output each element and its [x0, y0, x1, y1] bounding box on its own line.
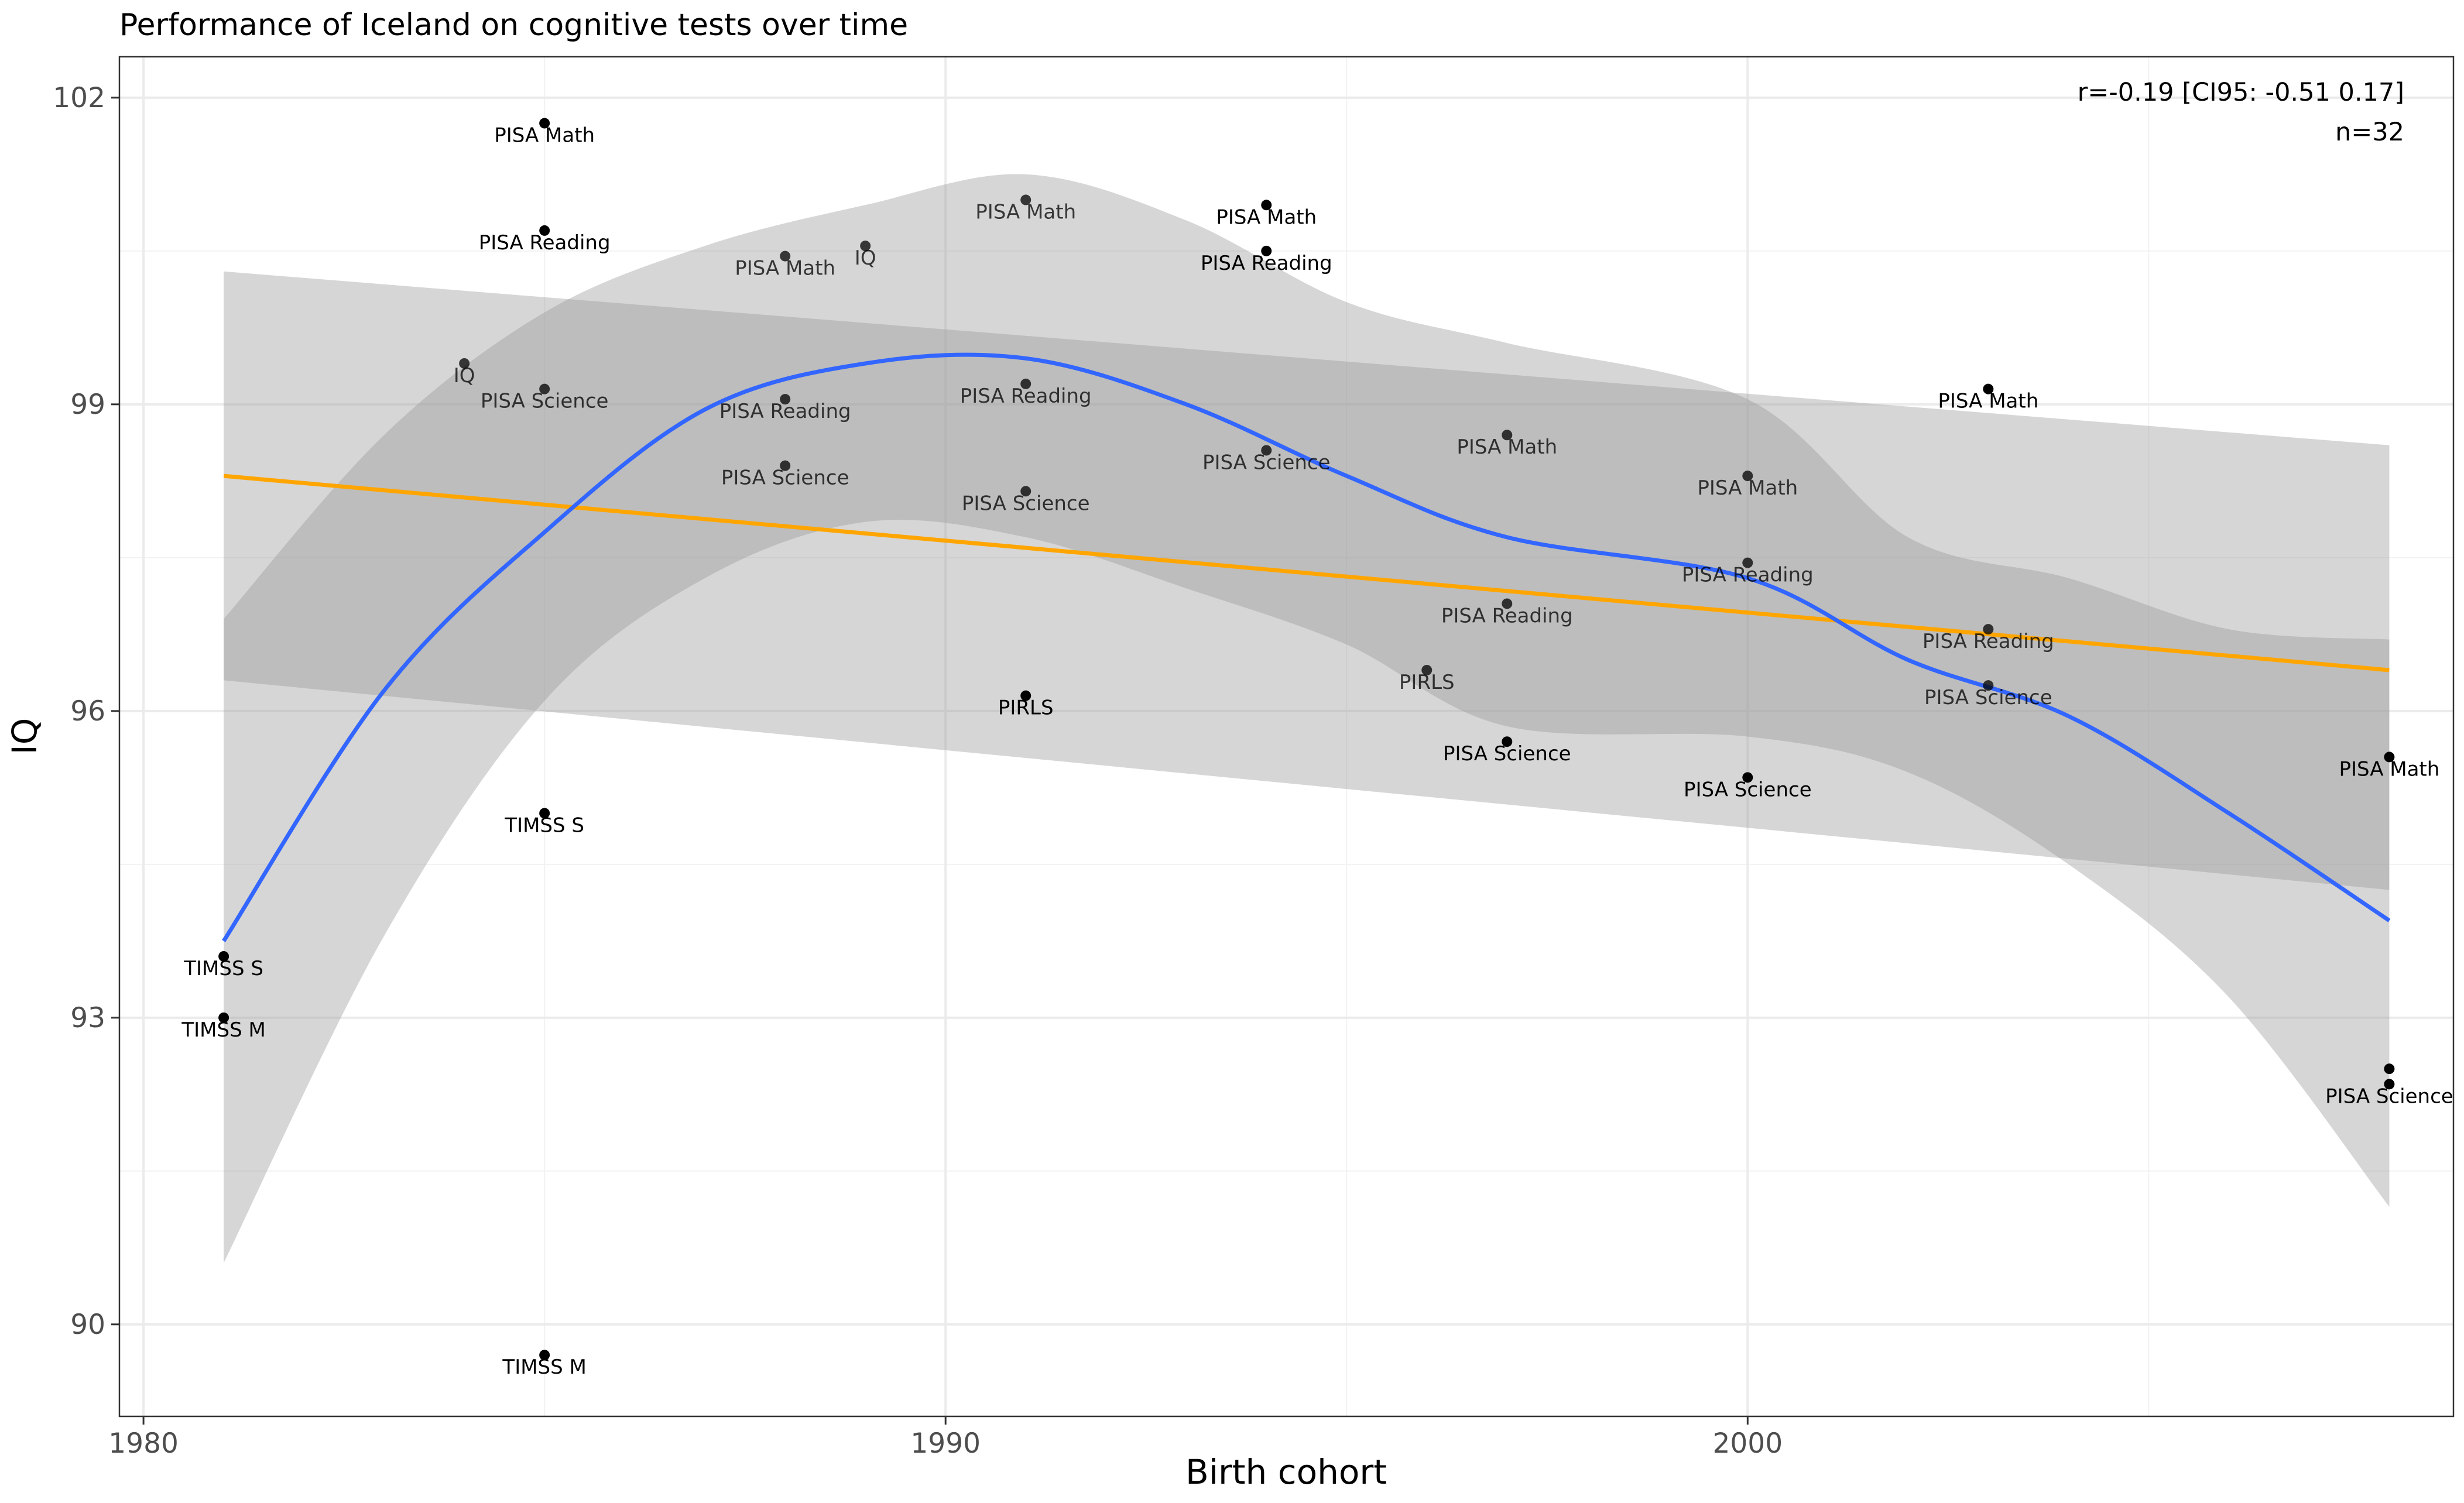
point-label-4: PISA Reading — [479, 231, 611, 255]
y-tick-label-0: 90 — [70, 1309, 105, 1341]
data-point-14 — [1020, 486, 1031, 497]
point-label-17: PISA Reading — [1201, 252, 1332, 275]
point-label-22: PISA Science — [1443, 742, 1571, 766]
correlation-annotation: r=-0.19 [CI95: -0.51 0.17] — [2078, 78, 2404, 107]
data-point-4 — [539, 225, 550, 236]
point-label-0: TIMSS S — [183, 957, 263, 980]
point-label-24: PISA Reading — [1682, 564, 1814, 587]
point-label-20: PISA Math — [1457, 435, 1557, 459]
data-point-12 — [1020, 194, 1031, 205]
data-point-11 — [860, 241, 871, 252]
y-tick-label-1: 93 — [70, 1002, 105, 1034]
data-point-2 — [459, 358, 470, 369]
point-labels: TIMSS S TIMSS M IQ PISA Math PISA Reading PIS… — [181, 124, 2453, 1380]
data-point-7 — [539, 1350, 550, 1361]
data-points — [218, 118, 2395, 1361]
y-tick-label-3: 99 — [70, 389, 105, 421]
data-point-22 — [1502, 736, 1513, 747]
x-tick-label-2: 2000 — [1712, 1427, 1783, 1460]
y-axis-ticks: 90 93 96 99 102 — [53, 82, 119, 1341]
x-axis-title: Birth cohort — [1185, 1452, 1387, 1492]
point-label-5: PISA Science — [481, 390, 609, 413]
data-point-13 — [1020, 378, 1031, 389]
point-label-6: TIMSS S — [504, 814, 584, 837]
point-label-13: PISA Reading — [960, 385, 1092, 408]
y-tick-label-2: 96 — [70, 695, 105, 728]
chart-title: Performance of Iceland on cognitive test… — [119, 8, 908, 43]
data-point-18 — [1261, 445, 1272, 456]
data-point-23 — [1742, 471, 1753, 482]
grid-minor — [119, 57, 2453, 1416]
data-point-6 — [539, 808, 550, 819]
data-point-16 — [1261, 200, 1272, 211]
data-point-9 — [780, 394, 791, 405]
x-tick-label-0: 1980 — [108, 1427, 179, 1460]
point-label-29: PISA Math — [2339, 757, 2439, 781]
ci-band-linear — [224, 271, 2390, 890]
grid-major — [119, 57, 2453, 1416]
point-label-8: PISA Math — [735, 257, 835, 280]
data-point-15 — [1020, 690, 1031, 701]
point-label-26: PISA Math — [1938, 390, 2038, 413]
trend-line-loess — [222, 352, 2391, 942]
point-label-25: PISA Science — [1684, 778, 1812, 801]
point-label-11: IQ — [855, 246, 876, 270]
point-label-23: PISA Math — [1697, 476, 1798, 500]
point-label-15: PIRLS — [998, 696, 1054, 720]
y-axis-title: IQ — [5, 718, 44, 755]
plot-panel-border — [118, 56, 2455, 1418]
data-point-19 — [1421, 664, 1433, 675]
data-point-3 — [539, 118, 550, 129]
n-annotation: n=32 — [2335, 118, 2404, 147]
point-label-9: PISA Reading — [719, 400, 851, 423]
data-point-28 — [1983, 680, 1994, 691]
point-label-12: PISA Math — [975, 201, 1076, 224]
point-label-2: IQ — [454, 364, 475, 387]
plot-panel — [119, 57, 2453, 1416]
data-point-24 — [1742, 557, 1753, 568]
point-label-1: TIMSS M — [181, 1018, 265, 1042]
data-point-21 — [1502, 598, 1513, 609]
x-tick-label-1: 1990 — [910, 1427, 981, 1460]
point-label-21: PISA Reading — [1441, 604, 1573, 627]
point-label-16: PISA Math — [1216, 205, 1317, 229]
confidence-bands — [224, 174, 2390, 1263]
point-label-3: PISA Math — [494, 124, 595, 147]
point-label-31: PISA Science — [2325, 1085, 2453, 1108]
trend-line-linear — [223, 473, 2390, 672]
data-point-0 — [218, 951, 229, 962]
data-point-27 — [1983, 624, 1994, 635]
point-label-27: PISA Reading — [1922, 630, 2054, 653]
data-point-5 — [539, 383, 550, 394]
data-point-10 — [780, 460, 791, 471]
data-point-26 — [1983, 383, 1994, 394]
y-tick-label-4: 102 — [53, 82, 105, 114]
x-axis-ticks: 1980 1990 2000 — [108, 1416, 1783, 1460]
trend-lines — [222, 352, 2391, 942]
data-point-17 — [1261, 245, 1272, 256]
data-point-20 — [1502, 430, 1513, 441]
data-point-25 — [1742, 772, 1753, 783]
point-label-14: PISA Science — [962, 492, 1090, 515]
data-point-29 — [2384, 752, 2395, 763]
data-point-8 — [780, 250, 791, 262]
point-label-7: TIMSS M — [502, 1356, 586, 1379]
ci-band-loess — [224, 174, 2390, 1263]
point-label-19: PIRLS — [1399, 671, 1455, 694]
data-point-1 — [218, 1012, 229, 1023]
point-label-18: PISA Science — [1202, 451, 1331, 474]
data-point-31 — [2384, 1079, 2395, 1090]
data-point-30 — [2384, 1063, 2395, 1075]
point-label-10: PISA Science — [721, 466, 849, 490]
point-label-28: PISA Science — [1924, 686, 2052, 709]
